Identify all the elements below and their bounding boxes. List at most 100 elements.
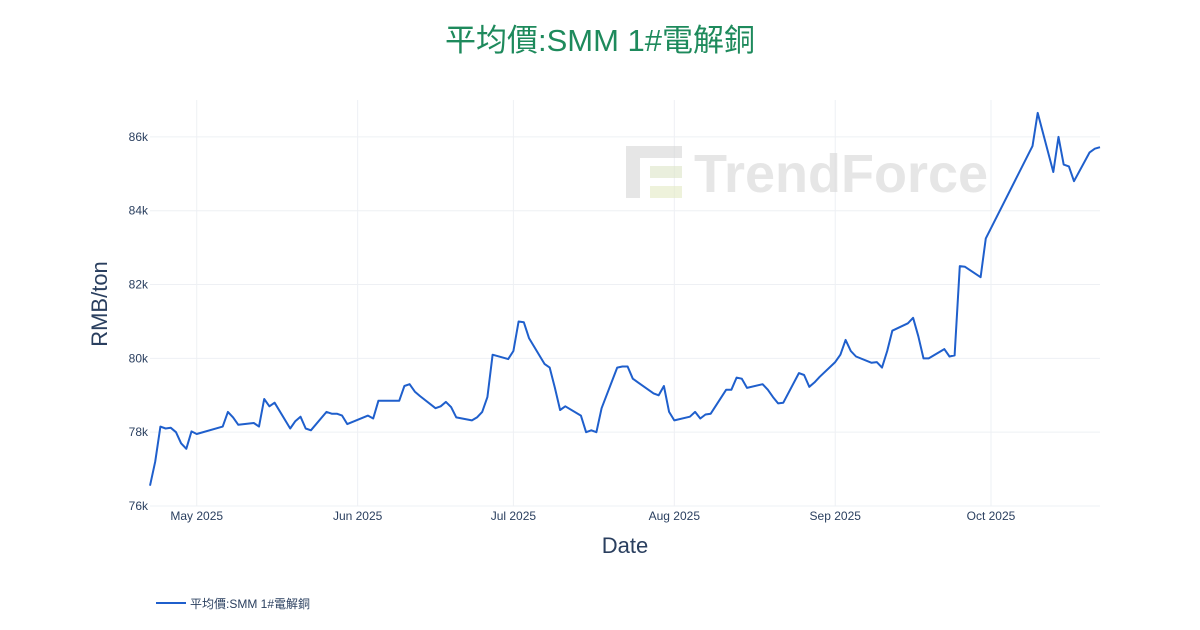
data-point[interactable] — [1097, 144, 1103, 150]
data-point[interactable] — [433, 405, 439, 411]
data-point[interactable] — [412, 389, 418, 395]
data-point[interactable] — [780, 400, 786, 406]
data-point[interactable] — [448, 404, 454, 410]
data-point[interactable] — [381, 398, 387, 404]
data-point[interactable] — [1030, 143, 1036, 149]
data-point[interactable] — [812, 379, 818, 385]
data-point[interactable] — [526, 335, 532, 341]
data-point[interactable] — [375, 398, 381, 404]
data-point[interactable] — [853, 354, 859, 360]
series-path[interactable] — [149, 111, 1101, 486]
data-point[interactable] — [157, 424, 163, 430]
data-point[interactable] — [978, 274, 984, 280]
data-point[interactable] — [417, 393, 423, 399]
data-point[interactable] — [869, 360, 875, 366]
data-point[interactable] — [739, 376, 745, 382]
data-point[interactable] — [474, 414, 480, 420]
data-point[interactable] — [588, 427, 594, 433]
data-point[interactable] — [697, 416, 703, 422]
data-point[interactable] — [401, 383, 407, 389]
data-point[interactable] — [801, 372, 807, 378]
data-point[interactable] — [292, 418, 298, 424]
data-point[interactable] — [879, 365, 885, 371]
data-point[interactable] — [656, 392, 662, 398]
data-point[interactable] — [884, 348, 890, 354]
data-point[interactable] — [220, 424, 226, 430]
data-point[interactable] — [183, 446, 189, 452]
data-point[interactable] — [557, 407, 563, 413]
data-point[interactable] — [692, 409, 698, 415]
data-point[interactable] — [438, 403, 444, 409]
data-point[interactable] — [1056, 134, 1062, 140]
data-point[interactable] — [1087, 149, 1093, 155]
data-point[interactable] — [661, 383, 667, 389]
data-point[interactable] — [469, 417, 475, 423]
data-point[interactable] — [806, 384, 812, 390]
data-point[interactable] — [147, 483, 153, 489]
data-point[interactable] — [687, 414, 693, 420]
data-point[interactable] — [578, 413, 584, 419]
data-point[interactable] — [635, 379, 641, 385]
data-point[interactable] — [266, 403, 272, 409]
data-point[interactable] — [272, 400, 278, 406]
data-point[interactable] — [1061, 162, 1067, 168]
data-point[interactable] — [1050, 169, 1056, 175]
data-point[interactable] — [194, 431, 200, 437]
data-point[interactable] — [370, 416, 376, 422]
data-point[interactable] — [303, 426, 309, 432]
data-point[interactable] — [547, 365, 553, 371]
data-point[interactable] — [874, 359, 880, 365]
data-point[interactable] — [479, 409, 485, 415]
data-point[interactable] — [848, 348, 854, 354]
data-point[interactable] — [339, 413, 345, 419]
data-point[interactable] — [744, 385, 750, 391]
data-point[interactable] — [926, 355, 932, 361]
data-point[interactable] — [396, 398, 402, 404]
data-point[interactable] — [251, 420, 257, 426]
data-point[interactable] — [287, 426, 293, 432]
data-point[interactable] — [484, 394, 490, 400]
data-point[interactable] — [407, 381, 413, 387]
data-point[interactable] — [163, 426, 169, 432]
data-point[interactable] — [168, 425, 174, 431]
data-point[interactable] — [344, 421, 350, 427]
data-point[interactable] — [765, 387, 771, 393]
data-point[interactable] — [915, 333, 921, 339]
data-point[interactable] — [962, 264, 968, 270]
data-point[interactable] — [921, 355, 927, 361]
data-point[interactable] — [225, 409, 231, 415]
data-point[interactable] — [1092, 146, 1098, 152]
data-point[interactable] — [770, 394, 776, 400]
data-point[interactable] — [365, 413, 371, 419]
data-point[interactable] — [505, 356, 511, 362]
data-point[interactable] — [256, 424, 262, 430]
data-point[interactable] — [324, 409, 330, 415]
data-point[interactable] — [796, 370, 802, 376]
data-point[interactable] — [152, 459, 158, 465]
data-point[interactable] — [703, 412, 709, 418]
data-point[interactable] — [599, 405, 605, 411]
data-point[interactable] — [941, 346, 947, 352]
data-point[interactable] — [1071, 178, 1077, 184]
data-point[interactable] — [671, 417, 677, 423]
data-point[interactable] — [443, 399, 449, 405]
data-point[interactable] — [905, 320, 911, 326]
data-point[interactable] — [708, 411, 714, 417]
data-point[interactable] — [230, 414, 236, 420]
data-point[interactable] — [651, 390, 657, 396]
data-point[interactable] — [952, 352, 958, 358]
data-point[interactable] — [843, 337, 849, 343]
data-point[interactable] — [542, 361, 548, 367]
data-point[interactable] — [593, 429, 599, 435]
data-point[interactable] — [562, 403, 568, 409]
series-line[interactable] — [147, 110, 1103, 489]
data-point[interactable] — [957, 263, 963, 269]
data-point[interactable] — [625, 364, 631, 370]
data-point[interactable] — [298, 414, 304, 420]
data-point[interactable] — [614, 365, 620, 371]
data-point[interactable] — [889, 328, 895, 334]
data-point[interactable] — [235, 422, 241, 428]
data-point[interactable] — [837, 352, 843, 358]
data-point[interactable] — [583, 429, 589, 435]
data-point[interactable] — [261, 396, 267, 402]
